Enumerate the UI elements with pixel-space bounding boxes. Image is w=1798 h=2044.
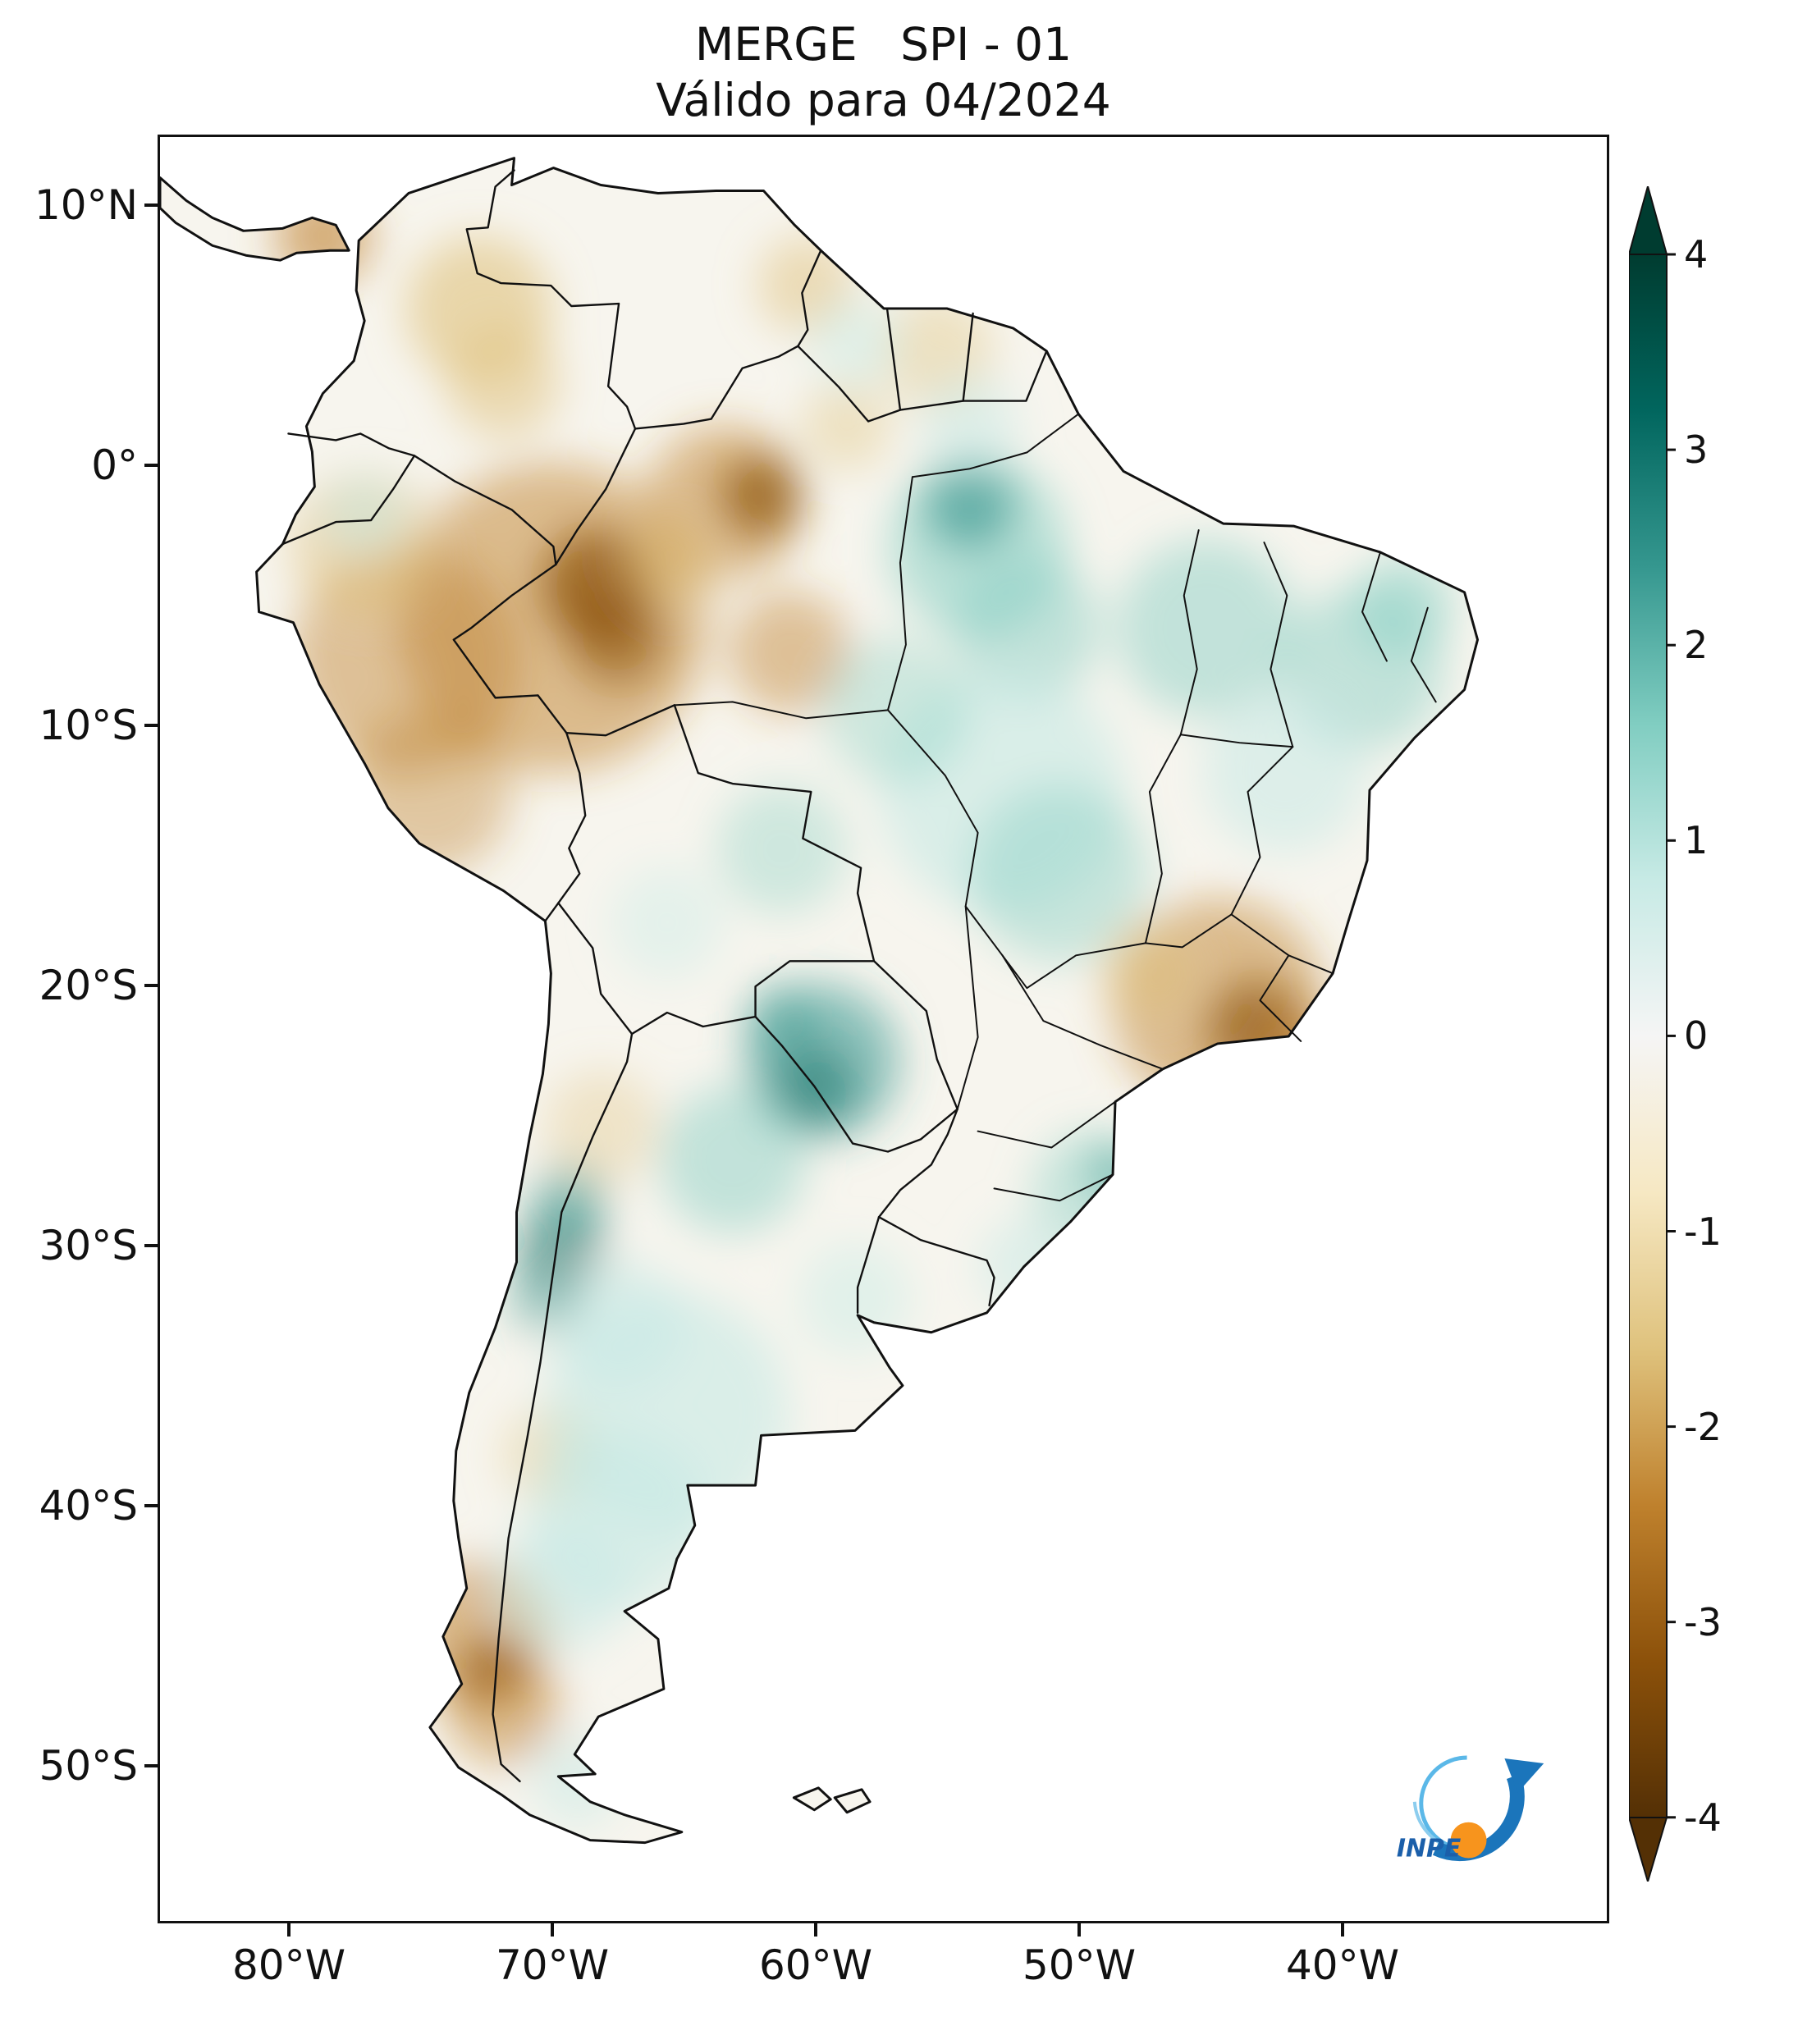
colorbar-bottom-arrow: [1629, 1817, 1668, 1882]
spi-anomaly-blob: [507, 1262, 582, 1336]
figure-title: MERGE SPI - 01: [694, 18, 1073, 71]
spi-anomaly-blob: [495, 1520, 627, 1653]
y-tick-label: 10°S: [39, 702, 138, 749]
spi-anomaly-blob: [728, 591, 852, 715]
y-tick-mark: [144, 1764, 158, 1767]
x-tick-mark: [287, 1923, 291, 1937]
x-tick-mark: [551, 1923, 554, 1937]
south-america-map: INPE: [160, 157, 1544, 1863]
spi-anomaly-blob: [1202, 689, 1366, 853]
y-tick-mark: [144, 1504, 158, 1507]
falkland-islands: [833, 1788, 872, 1814]
spi-anomaly-blob: [969, 784, 1150, 964]
y-tick-label: 20°S: [39, 962, 138, 1009]
y-tick-mark: [144, 984, 158, 987]
coastline: [160, 157, 1480, 1845]
falkland-islands: [792, 1786, 832, 1812]
spi-anomaly-blob: [544, 1069, 659, 1185]
spi-anomaly-blob: [720, 455, 803, 537]
y-tick-mark: [144, 724, 158, 727]
colorbar-tick-label: 4: [1684, 232, 1709, 277]
y-tick-label: 30°S: [39, 1222, 138, 1269]
colorbar-tick-label: 3: [1684, 428, 1709, 473]
spi-anomaly-blob: [1117, 538, 1297, 719]
panama-strip: [160, 176, 350, 262]
colorbar-tick-label: 2: [1684, 623, 1709, 668]
x-tick-label: 70°W: [495, 1941, 610, 1989]
colorbar-tick-label: -4: [1684, 1795, 1722, 1840]
state-borders: [673, 413, 1437, 1202]
y-tick-mark: [144, 464, 158, 467]
spi-anomaly-blob: [610, 865, 725, 981]
spi-anomaly-blob: [953, 554, 1101, 702]
map-plot-area: INPE: [158, 135, 1609, 1923]
y-tick-mark: [144, 203, 158, 207]
x-tick-label: 60°W: [758, 1941, 873, 1989]
x-tick-label: 50°W: [1022, 1941, 1137, 1989]
spi-anomaly-blob: [822, 636, 970, 784]
colorbar-tick-label: 1: [1684, 818, 1709, 863]
inpe-logo: INPE: [1397, 1755, 1544, 1863]
spi-field: [274, 186, 1453, 1827]
colorbar-tick-label: -1: [1684, 1209, 1722, 1254]
spi-anomaly-blob: [798, 1241, 913, 1356]
y-tick-label: 40°S: [39, 1482, 138, 1530]
spi-anomaly-blob: [446, 325, 561, 441]
inpe-arrow-head: [1504, 1758, 1544, 1793]
colorbar-tick-marks: [1667, 253, 1676, 1819]
spi-anomaly-blob: [716, 784, 848, 915]
spi-anomaly-blob: [802, 380, 892, 471]
colorbar-tick-label: -3: [1684, 1599, 1722, 1644]
spi-anomaly-blob: [569, 588, 667, 688]
spi-anomaly-blob: [744, 984, 819, 1058]
x-tick-label: 40°W: [1285, 1941, 1400, 1989]
figure-subtitle: Válido para 04/2024: [656, 74, 1111, 126]
colorbar-top-arrow: [1629, 186, 1668, 255]
inpe-orange-ball: [1450, 1822, 1487, 1859]
x-tick-label: 80°W: [231, 1941, 346, 1989]
spi-anomaly-blob: [924, 460, 1015, 551]
x-tick-mark: [1341, 1923, 1344, 1937]
y-tick-label: 50°S: [39, 1742, 138, 1790]
y-tick-mark: [144, 1244, 158, 1247]
colorbar: [1629, 186, 1676, 1882]
y-tick-label: 10°N: [34, 181, 138, 229]
x-tick-mark: [814, 1923, 817, 1937]
spi-anomaly-blob: [618, 514, 716, 612]
inpe-logo-text: INPE: [1397, 1835, 1462, 1863]
spi-anomaly-blob: [810, 297, 900, 387]
spi-anomaly-blob: [323, 474, 405, 556]
y-tick-label: 0°: [91, 441, 138, 489]
country-borders: [281, 169, 1048, 1783]
colorbar-tick-label: -2: [1684, 1404, 1722, 1449]
spi-anomaly-blob: [533, 1164, 608, 1238]
spi-anomaly-blob: [658, 1086, 807, 1234]
spi-anomaly-blob: [1354, 556, 1453, 655]
colorbar-gradient: [1629, 254, 1668, 1818]
spi-anomaly-blob: [552, 1258, 684, 1389]
x-tick-mark: [1077, 1923, 1081, 1937]
spi-anomaly-blob: [458, 1634, 524, 1700]
colorbar-tick-label: 0: [1684, 1013, 1709, 1059]
spi-anomaly-blob: [1297, 1077, 1395, 1177]
